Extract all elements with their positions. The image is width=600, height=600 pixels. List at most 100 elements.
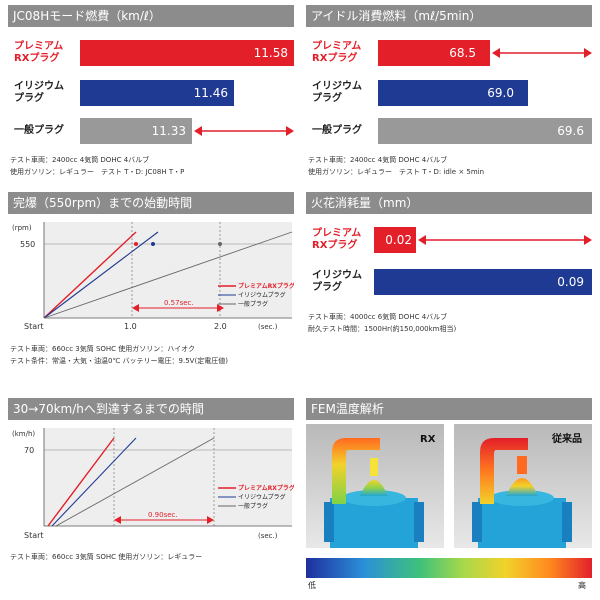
fuel-bar-premium — [80, 40, 294, 66]
cold-start-arrowhead-left — [132, 304, 139, 312]
fuel-bar-label-premium: プレミアム RXプラグ — [14, 41, 64, 64]
cold-start-x-tick-2: 2.0 — [214, 322, 227, 331]
idle-bar-normal — [378, 118, 592, 144]
acceleration-panel: 30→70km/hへ到達するまでの時間 (km/h) 70 Start (sec… — [8, 398, 294, 578]
cold-start-point-iridium — [151, 242, 155, 246]
cold-start-y-unit: (rpm) — [12, 224, 32, 232]
acceleration-note-1: テスト車両：660cc 3気筒 SOHC 使用ガソリン：レギュラー — [10, 553, 203, 561]
acceleration-title: 30→70km/hへ到達するまでの時間 — [8, 398, 294, 420]
spark-wear-panel: 火花消耗量（mm） プレミアム RXプラグ 0.02 イリジウム プラグ 0.0… — [306, 192, 592, 342]
cold-start-legend-iridium: イリジウムプラグ — [238, 291, 286, 299]
cold-start-title: 完爆（550rpm）までの始動時間 — [8, 192, 294, 214]
fem-conv-center-electrode — [517, 456, 527, 474]
acceleration-legend-normal: 一般プラグ — [238, 502, 268, 510]
cold-start-x-unit: (sec.) — [258, 323, 278, 331]
acceleration-chart: (km/h) 70 Start (sec.) 0.90sec. プレミアムRXプ… — [12, 428, 294, 540]
fem-rx-ground-electrode — [332, 438, 380, 504]
cold-start-panel: 完爆（550rpm）までの始動時間 (rpm) 550 Start 1.0 2.… — [8, 192, 294, 388]
fuel-value-iridium: 11.46 — [193, 86, 228, 100]
fem-rx-shell-left — [324, 502, 334, 542]
fuel-bar-label-iridium: イリジウム プラグ — [14, 81, 64, 104]
fem-rx-shell-right — [414, 502, 424, 542]
cold-start-line-iridium — [43, 231, 159, 319]
fem-conv-shell-left — [472, 502, 482, 542]
cold-start-point-premium — [134, 242, 138, 246]
acceleration-arrowhead-right — [207, 516, 214, 524]
cold-start-x-tick-start: Start — [24, 322, 44, 331]
fem-rx-rim — [342, 490, 406, 506]
wear-note-2: 耐久テスト時間：1500Hr(約150,000km相当) — [308, 325, 457, 333]
acceleration-y-unit: (km/h) — [12, 430, 35, 438]
acceleration-line-normal — [55, 437, 215, 527]
fem-conv-shell — [478, 498, 566, 548]
fem-rx-center-electrode — [370, 458, 378, 476]
wear-value-premium: 0.02 — [385, 233, 412, 247]
fuel-bar-normal — [80, 118, 192, 144]
idle-bar-label-iridium: イリジウム プラグ — [312, 81, 362, 104]
fem-images: RX 従来品 — [306, 424, 592, 548]
wear-bar-iridium — [374, 269, 592, 295]
fem-rx-shell — [330, 498, 418, 548]
fem-scale-high: 高 — [578, 581, 586, 590]
cold-start-point-normal — [218, 242, 222, 246]
fem-color-scale — [306, 558, 592, 578]
cold-start-arrowhead-right — [217, 304, 224, 312]
cold-start-plot-area — [44, 222, 292, 318]
wear-diff-arrow — [418, 235, 592, 245]
wear-bar-premium — [374, 227, 416, 253]
idle-bar-label-normal: 一般プラグ — [312, 125, 362, 136]
idle-bar-premium — [378, 40, 490, 66]
fem-conv-shell-right — [562, 502, 572, 542]
fem-conv-label: 従来品 — [551, 432, 582, 445]
wear-value-iridium: 0.09 — [557, 275, 584, 289]
fuel-note-1: テスト車両：2400cc 4気筒 DOHC 4バルブ — [10, 156, 150, 164]
idle-value-iridium: 69.0 — [487, 86, 514, 100]
cold-start-diff-label: 0.57sec. — [164, 299, 194, 307]
cold-start-line-normal — [43, 231, 293, 319]
fem-conv-insulator — [506, 478, 538, 496]
fem-rx-insulator — [360, 480, 388, 496]
idle-consumption-title: アイドル消費燃料（mℓ/5min） — [306, 5, 592, 27]
acceleration-line-iridium — [51, 437, 137, 527]
fuel-value-normal: 11.33 — [151, 124, 186, 138]
idle-value-premium: 68.5 — [449, 46, 476, 60]
cold-start-line-premium — [43, 231, 137, 319]
acceleration-legend-premium: プレミアムRXプラグ — [238, 484, 294, 492]
idle-value-normal: 69.6 — [557, 124, 584, 138]
fem-panel: FEM温度解析 RX — [306, 398, 592, 594]
acceleration-y-tick: 70 — [24, 446, 34, 455]
wear-bar-label-iridium: イリジウム プラグ — [312, 270, 362, 293]
idle-bar-label-premium: プレミアム RXプラグ — [312, 41, 362, 64]
idle-note-1: テスト車両：2400cc 4気筒 DOHC 4バルブ — [308, 156, 448, 164]
fem-title: FEM温度解析 — [306, 398, 592, 420]
idle-diff-arrow — [492, 48, 592, 58]
cold-start-note-2: テスト条件：常温・大気・油温0℃ バッテリー電圧：9.5V(定電圧値) — [10, 357, 228, 365]
fem-rx-label: RX — [420, 434, 436, 445]
idle-bar-iridium — [378, 80, 528, 106]
idle-note-2: 使用ガソリン：レギュラー テスト T・D: idle × 5min — [308, 168, 485, 176]
fem-scale-bar — [306, 558, 592, 578]
fuel-bar-label-normal: 一般プラグ — [14, 125, 64, 136]
spark-wear-title: 火花消耗量（mm） — [306, 192, 592, 214]
wear-note-1: テスト車両：4000cc 6気筒 DOHC 4バルブ — [308, 313, 448, 321]
cold-start-chart: (rpm) 550 Start 1.0 2.0 (sec.) 0.57sec. … — [12, 222, 294, 331]
fuel-note-2: 使用ガソリン：レギュラー テスト T・D: JC08H T・P — [10, 168, 185, 176]
fem-scale-low: 低 — [308, 581, 316, 590]
acceleration-arrowhead-left — [114, 516, 121, 524]
fuel-economy-title: JC08Hモード燃費（km/ℓ） — [8, 5, 294, 27]
acceleration-x-unit: (sec.) — [258, 532, 278, 540]
cold-start-legend-normal: 一般プラグ — [238, 300, 268, 308]
acceleration-line-premium — [47, 437, 115, 527]
acceleration-x-tick-start: Start — [24, 531, 44, 540]
wear-bar-label-premium: プレミアム RXプラグ — [312, 228, 362, 251]
cold-start-note-1: テスト車両：660cc 3気筒 SOHC 使用ガソリン：ハイオク — [10, 345, 196, 353]
fem-conv-rim — [490, 490, 554, 506]
idle-consumption-panel: アイドル消費燃料（mℓ/5min） プレミアム RXプラグ 68.5 イリジウム… — [306, 5, 592, 185]
cold-start-legend-premium: プレミアムRXプラグ — [238, 282, 294, 290]
acceleration-diff-label: 0.90sec. — [148, 511, 178, 519]
fuel-economy-panel: JC08Hモード燃費（km/ℓ） プレミアム RXプラグ 11.58 イリジウム… — [8, 5, 294, 185]
acceleration-legend-iridium: イリジウムプラグ — [238, 493, 286, 501]
fuel-bar-iridium — [80, 80, 234, 106]
cold-start-x-tick-1: 1.0 — [124, 322, 137, 331]
fuel-diff-arrow — [194, 126, 294, 136]
